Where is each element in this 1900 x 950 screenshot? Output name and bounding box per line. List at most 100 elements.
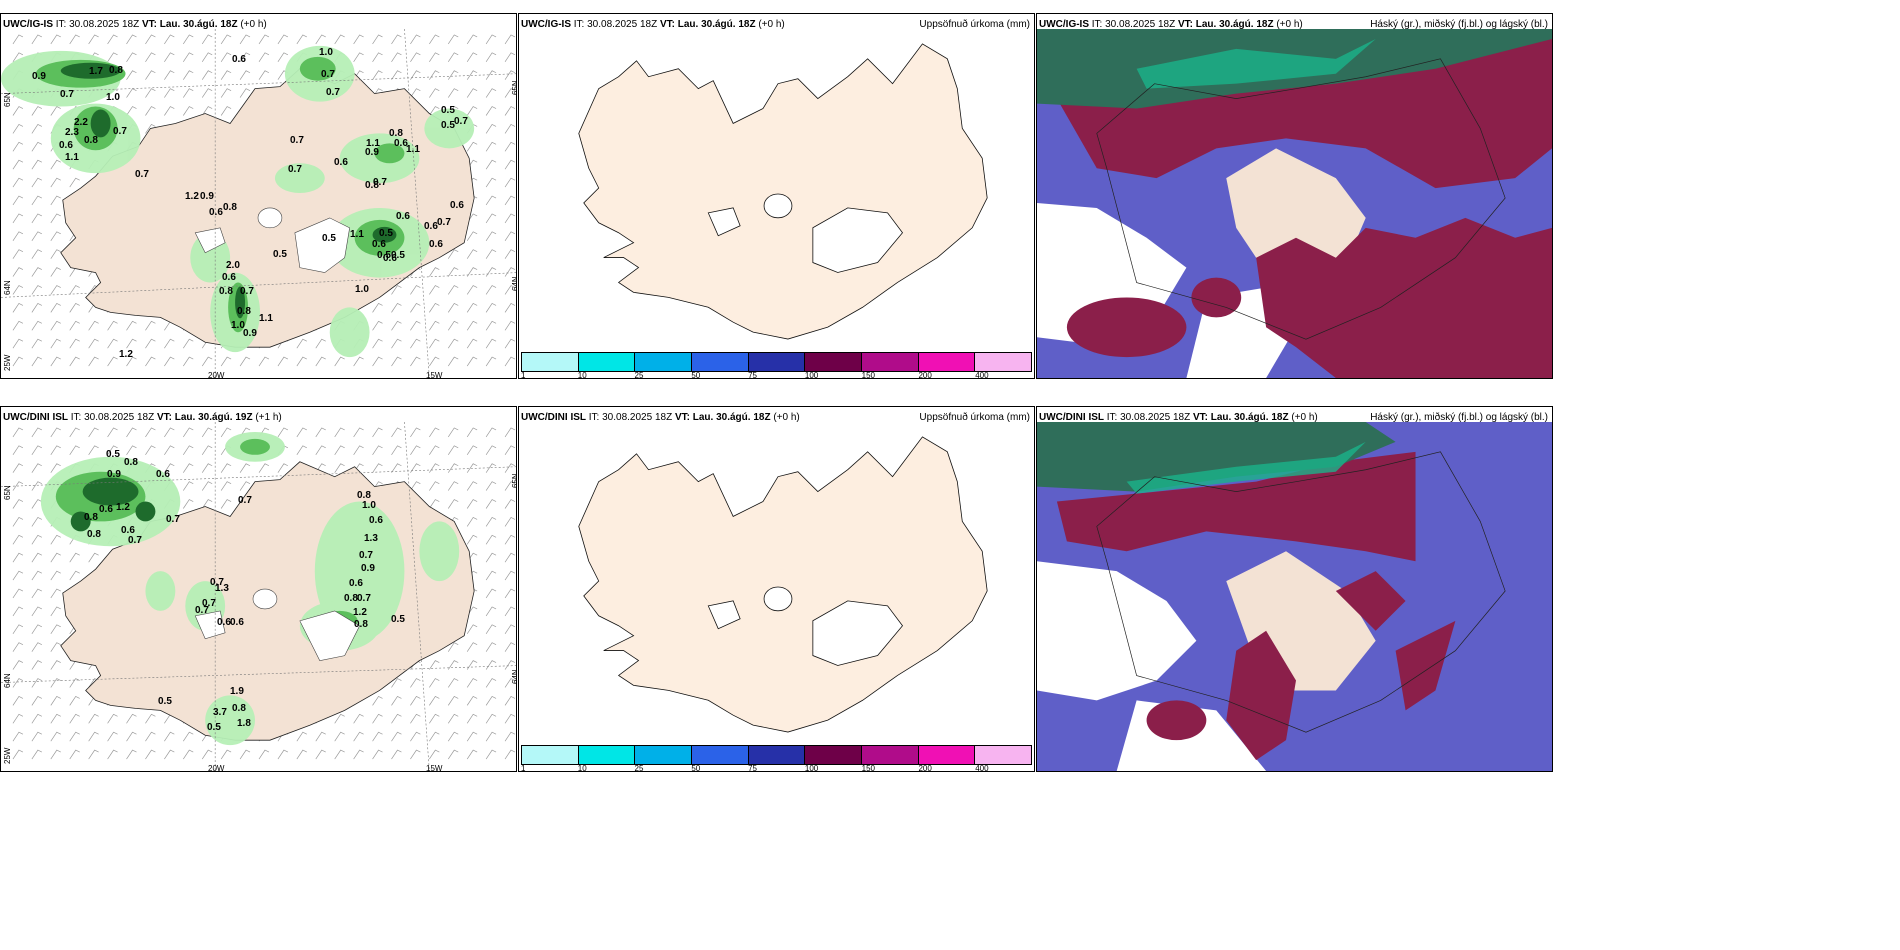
colorbar-cell (975, 353, 1032, 371)
wind-barb (504, 52, 516, 63)
axis-label-lon-left: 20W (208, 764, 225, 772)
wind-barb (485, 302, 497, 313)
wind-barb (485, 231, 497, 241)
iceland-precip-map (1, 29, 516, 378)
wind-barb (504, 356, 516, 367)
wind-barb (466, 660, 478, 670)
wind-barb (31, 642, 42, 652)
wind-barb (372, 302, 383, 313)
wind-barb (50, 249, 61, 259)
wind-barb (466, 302, 478, 313)
wind-barb (447, 463, 459, 473)
wind-barb (296, 749, 307, 760)
wind-barb (485, 588, 497, 599)
wind-barb (69, 445, 80, 456)
wind-barb (466, 231, 478, 241)
iceland-land (578, 43, 988, 340)
wind-barb (485, 124, 497, 134)
wind-barb (69, 427, 80, 438)
wind-barb (145, 338, 156, 349)
wind-barb (447, 88, 459, 98)
wind-barb (391, 427, 402, 438)
wind-barb (485, 534, 497, 545)
precip-value-label: 0.6 (369, 515, 383, 526)
precip-value-label: 0.7 (357, 593, 371, 604)
colorbar-tick-label: 1 (521, 764, 526, 772)
precip-value-label: 1.0 (231, 320, 245, 331)
wind-barb (107, 34, 118, 45)
wind-barb (50, 570, 61, 581)
wind-barb (220, 88, 232, 98)
wind-barb (485, 463, 497, 473)
wind-barb (372, 445, 383, 456)
wind-barb (239, 88, 251, 98)
wind-barb (485, 678, 497, 688)
iceland-outline-map (578, 43, 988, 340)
precip-value-label: 0.5 (391, 250, 405, 261)
colorbar-cell (692, 353, 749, 371)
wind-barb (410, 52, 421, 63)
wind-barb (258, 463, 270, 473)
wind-barb (485, 749, 497, 760)
precip-value-label: 0.8 (344, 593, 358, 604)
high-cloud-edge (1126, 441, 1366, 494)
wind-barb (504, 713, 516, 724)
wind-barb (429, 267, 440, 277)
wind-barb (466, 34, 478, 45)
wind-barb (145, 320, 156, 331)
wind-barb (447, 285, 459, 295)
glaciers (194, 588, 360, 661)
precip-value-label: 0.6 (59, 140, 73, 151)
wind-barb (429, 320, 440, 331)
wind-barb (429, 52, 440, 63)
wind-barb (164, 338, 175, 349)
wind-barb (220, 70, 232, 80)
wind-barb (145, 731, 156, 742)
precip-value-label: 0.7 (60, 89, 74, 100)
cloud-cover-map (1037, 29, 1552, 378)
wind-barb (504, 159, 516, 170)
wind-barb (183, 34, 194, 45)
wind-barb (69, 338, 80, 349)
wind-barb (485, 552, 497, 563)
wind-barb (201, 749, 213, 760)
wind-barb (466, 642, 478, 652)
wind-barb (410, 445, 421, 456)
wind-barb (485, 285, 497, 295)
wind-barb (447, 678, 459, 688)
precip-value-label: 1.3 (215, 583, 229, 594)
wind-barb (12, 302, 24, 313)
wind-barb (145, 34, 156, 45)
wind-barb (466, 499, 478, 509)
precip-value-label: 1.0 (362, 500, 376, 511)
wind-barb (466, 463, 478, 473)
wind-barb (31, 141, 42, 152)
wind-barb (220, 52, 232, 63)
wind-barb (466, 481, 478, 491)
wind-barb (12, 106, 24, 116)
precip-value-label: 0.8 (354, 619, 368, 630)
precip-value-label: 2.2 (74, 117, 88, 128)
wind-barb (447, 267, 459, 277)
wind-barb (12, 678, 24, 688)
wind-barb (466, 106, 478, 116)
colorbar-tick-label: 75 (748, 371, 758, 379)
wind-barb (353, 52, 364, 63)
wind-barb (504, 463, 516, 473)
wind-barb (429, 678, 440, 688)
wind-barb (485, 52, 497, 63)
wind-barb (504, 749, 516, 760)
precip-value-label: 1.9 (230, 686, 244, 697)
wind-barb (466, 534, 478, 545)
wind-barb (504, 427, 516, 438)
wind-barb (466, 356, 478, 367)
wind-barb (50, 660, 61, 670)
precip-value-label: 0.7 (321, 69, 335, 80)
precip-value-label: 0.9 (32, 71, 46, 82)
wind-barb (183, 106, 194, 116)
precip-value-label: 0.8 (109, 65, 123, 76)
wind-barb (183, 499, 194, 509)
wind-barb (31, 427, 42, 438)
precip-value-label: 1.1 (259, 313, 273, 324)
wind-barb (353, 713, 364, 724)
